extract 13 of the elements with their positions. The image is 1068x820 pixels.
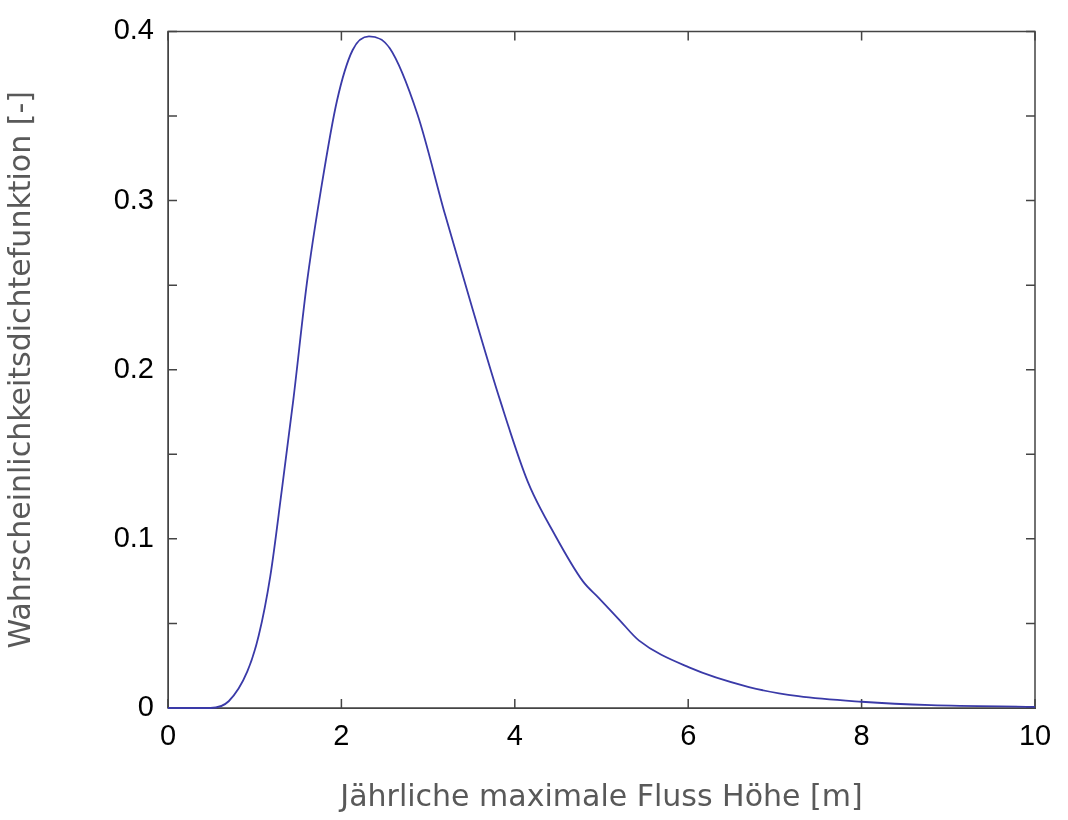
y-axis-title: Wahrscheinlichkeitsdichtefunktion [-]	[1, 91, 37, 649]
y-tick-label: 0.2	[113, 351, 154, 384]
y-tick-label: 0.4	[113, 13, 154, 46]
x-axis-title: Jährliche maximale Fluss Höhe [m]	[338, 777, 863, 813]
x-tick-label: 6	[680, 719, 697, 752]
y-tick-label: 0.1	[113, 520, 154, 553]
x-tick-label: 0	[159, 719, 177, 752]
x-tick-label: 10	[1018, 719, 1052, 752]
x-tick-label: 8	[853, 719, 870, 752]
y-tick-label: 0	[137, 690, 154, 722]
x-tick-label: 2	[333, 719, 350, 752]
x-tick-label: 4	[506, 719, 523, 752]
y-tick-label: 0.3	[113, 182, 154, 215]
